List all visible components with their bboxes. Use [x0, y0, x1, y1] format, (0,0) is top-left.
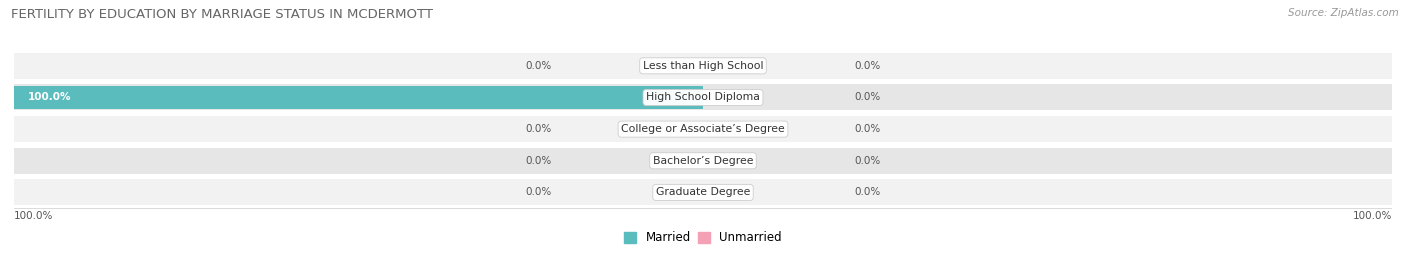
- Bar: [14, 148, 1392, 174]
- Text: 0.0%: 0.0%: [526, 156, 551, 166]
- Text: 0.0%: 0.0%: [526, 187, 551, 197]
- Text: High School Diploma: High School Diploma: [647, 93, 759, 102]
- Text: 0.0%: 0.0%: [855, 156, 880, 166]
- Text: 0.0%: 0.0%: [855, 61, 880, 71]
- Text: Less than High School: Less than High School: [643, 61, 763, 71]
- Bar: [14, 86, 703, 109]
- Bar: [14, 53, 1392, 79]
- Text: Graduate Degree: Graduate Degree: [655, 187, 751, 197]
- Legend: Married, Unmarried: Married, Unmarried: [620, 227, 786, 249]
- Text: College or Associate’s Degree: College or Associate’s Degree: [621, 124, 785, 134]
- Text: 0.0%: 0.0%: [855, 187, 880, 197]
- Text: Source: ZipAtlas.com: Source: ZipAtlas.com: [1288, 8, 1399, 18]
- Text: FERTILITY BY EDUCATION BY MARRIAGE STATUS IN MCDERMOTT: FERTILITY BY EDUCATION BY MARRIAGE STATU…: [11, 8, 433, 21]
- Bar: [14, 116, 1392, 142]
- Text: 0.0%: 0.0%: [526, 124, 551, 134]
- Text: 0.0%: 0.0%: [526, 61, 551, 71]
- Text: 100.0%: 100.0%: [28, 93, 72, 102]
- Text: 100.0%: 100.0%: [14, 211, 53, 221]
- Text: 0.0%: 0.0%: [855, 93, 880, 102]
- Bar: [14, 84, 1392, 111]
- Bar: [14, 179, 1392, 206]
- Text: 0.0%: 0.0%: [855, 124, 880, 134]
- Text: Bachelor’s Degree: Bachelor’s Degree: [652, 156, 754, 166]
- Text: 100.0%: 100.0%: [1353, 211, 1392, 221]
